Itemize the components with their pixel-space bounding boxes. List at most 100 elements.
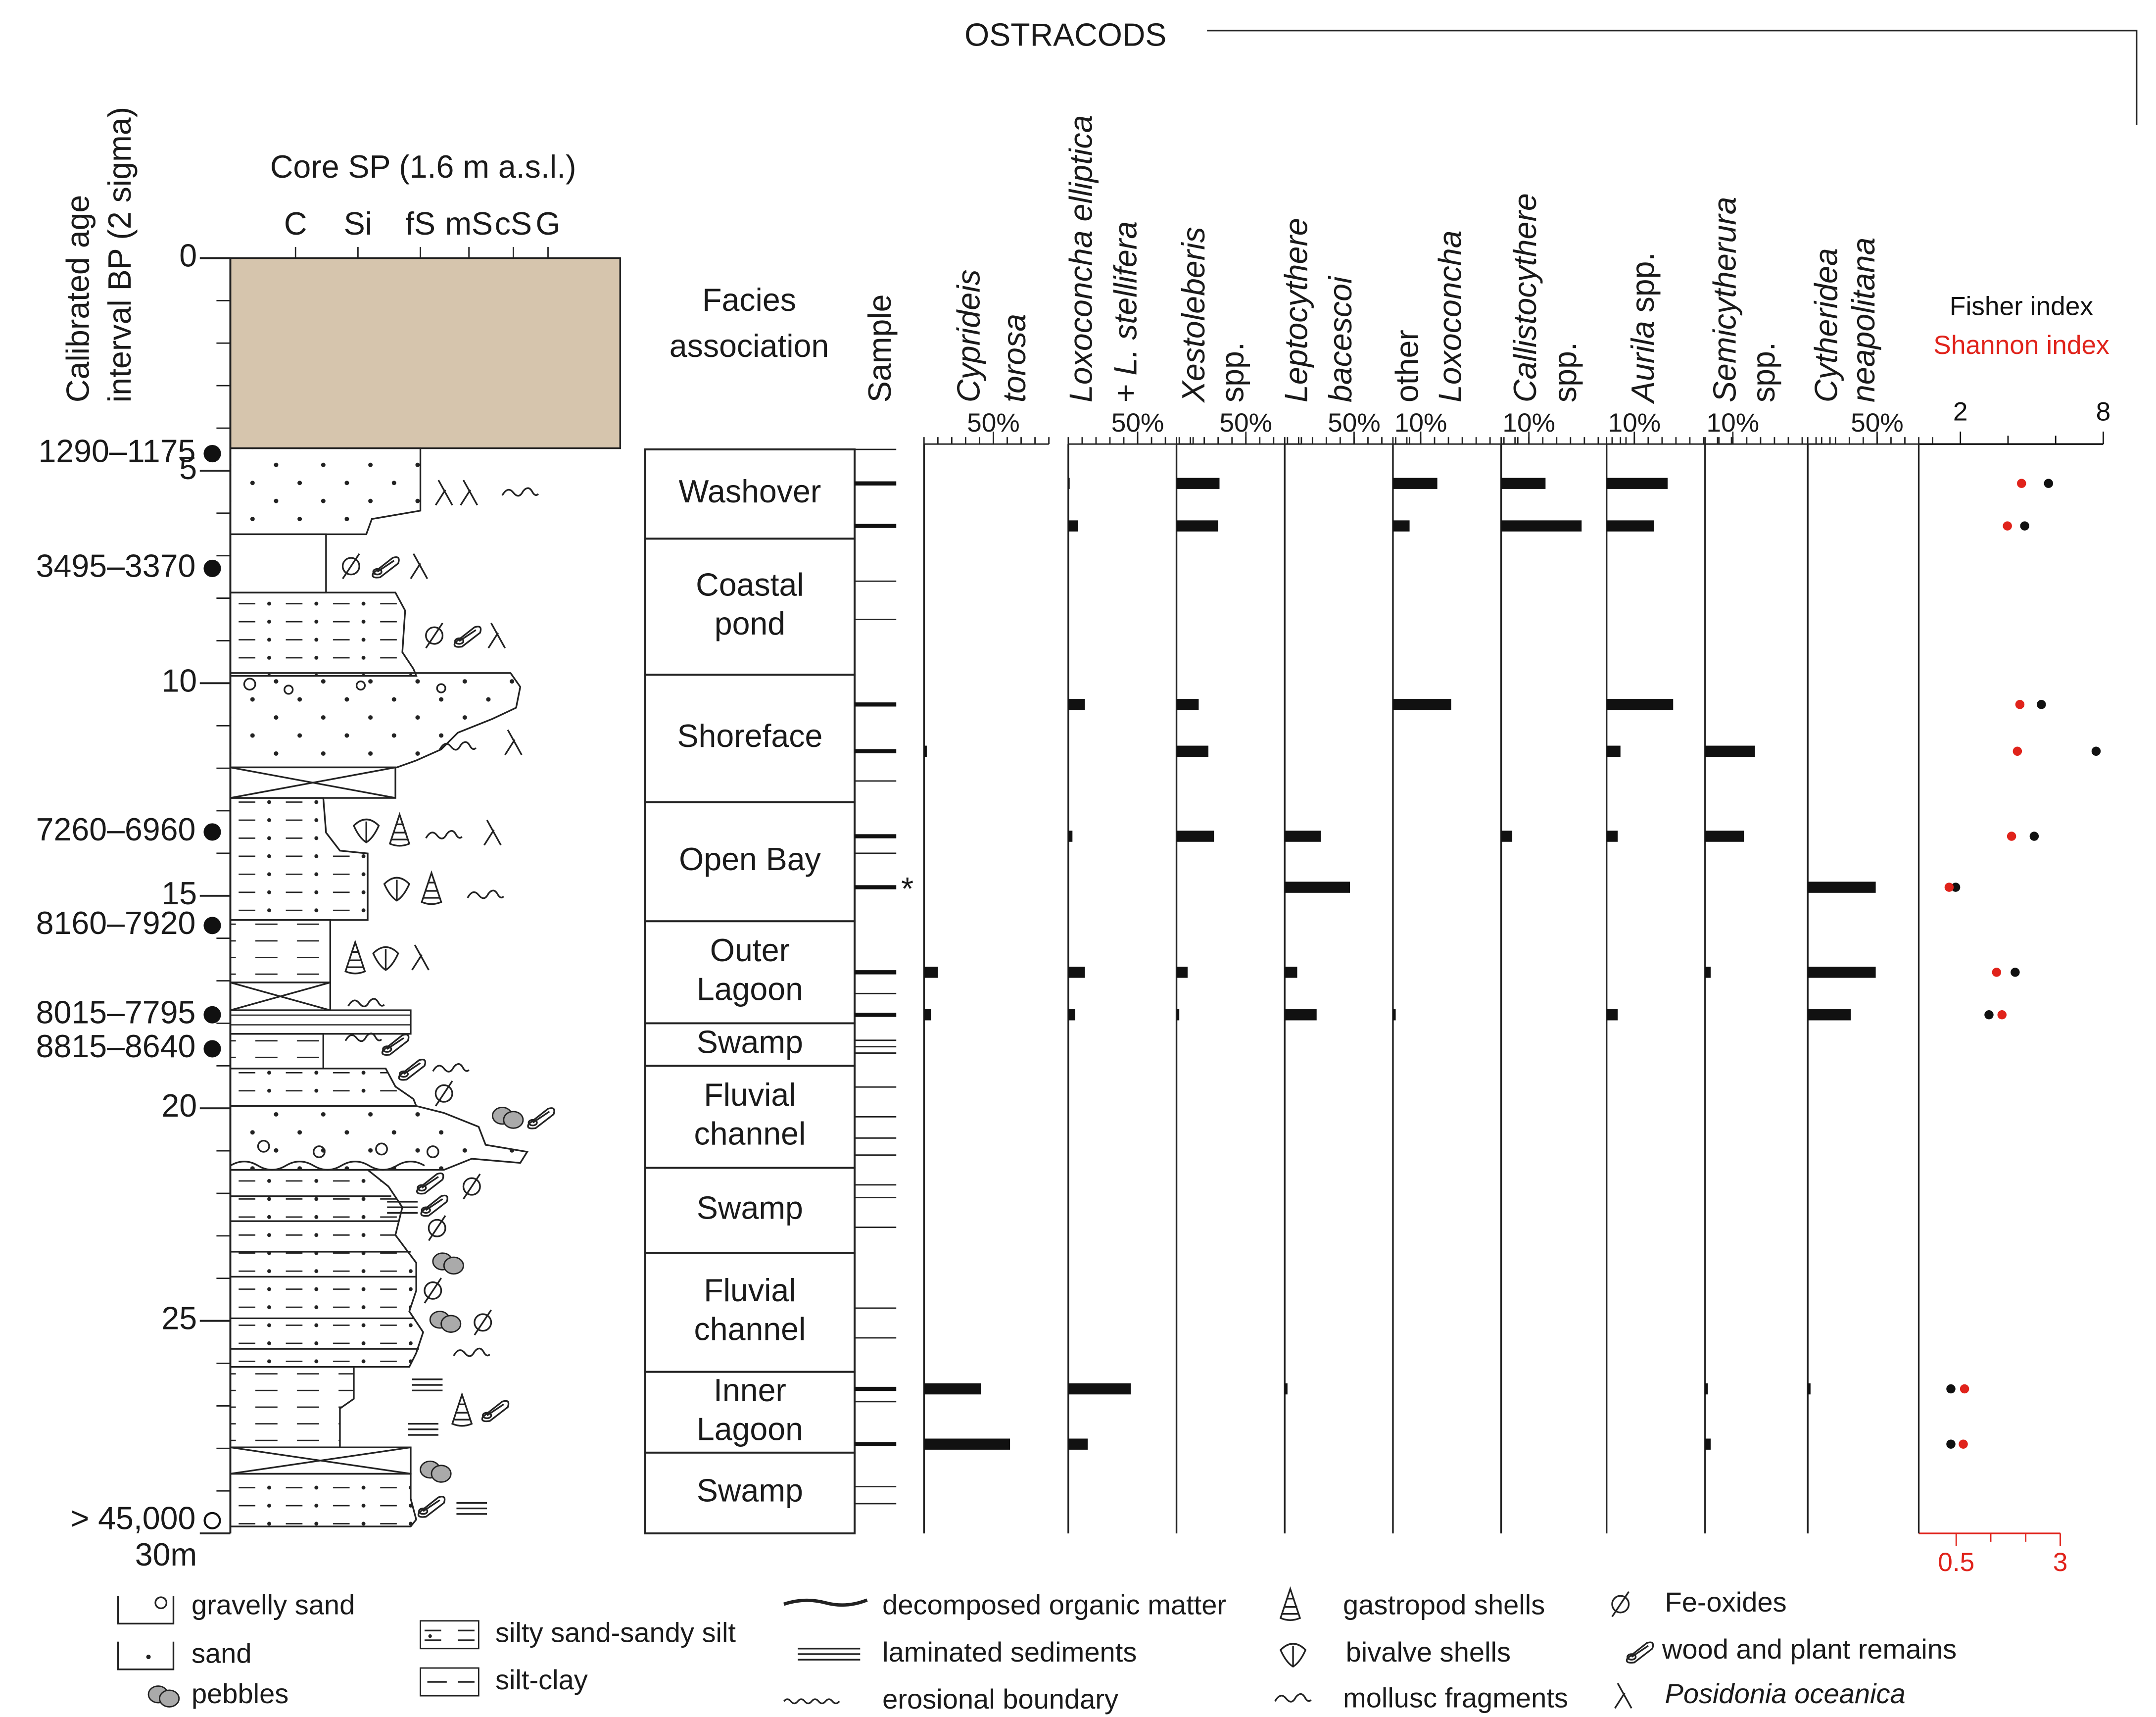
- depth-tick-label: 0: [179, 238, 197, 274]
- index-point: [1946, 1384, 1956, 1394]
- taxon-name: Semicytherura: [1707, 196, 1743, 402]
- index-tick-label: 2: [1953, 397, 1968, 427]
- facies-label: Washover: [679, 474, 821, 509]
- taxon-name: bacescoi: [1323, 276, 1358, 402]
- index-point: [1944, 883, 1954, 892]
- index-tick-label: 3: [2053, 1548, 2068, 1577]
- legend: gravelly sand sand pebbles silty sand-sa…: [192, 1586, 1957, 1715]
- abundance-bar: [1285, 1009, 1317, 1021]
- facies-title: association: [670, 328, 829, 364]
- depth-tick-label: 25: [161, 1301, 197, 1336]
- abundance-bar: [1606, 699, 1674, 710]
- taxon-name-part: other: [1389, 330, 1425, 402]
- taxon-name: Cytheridea: [1808, 248, 1844, 402]
- abundance-bar: [1808, 882, 1876, 893]
- facies-title: Facies: [702, 282, 796, 318]
- facies-unit: [644, 920, 856, 1025]
- abundance-bar: [1705, 967, 1711, 978]
- index-point: [2012, 746, 2022, 756]
- abundance-bar: [1501, 478, 1546, 489]
- taxon-name: spp.: [1214, 342, 1250, 402]
- abundance-bar: [924, 1383, 981, 1395]
- index-tick-label: 0.5: [1938, 1548, 1974, 1577]
- abundance-bar: [1176, 967, 1188, 978]
- abundance-bar: [1285, 882, 1350, 893]
- age-dot: [203, 1040, 221, 1058]
- facies-unit: [644, 674, 856, 803]
- taxon-name: Xestoleberis: [1176, 227, 1211, 403]
- legend-label: gravelly sand: [192, 1589, 355, 1620]
- abundance-bar: [1808, 967, 1876, 978]
- index-tick-label: 8: [2096, 397, 2111, 427]
- facies-unit: [644, 1451, 856, 1535]
- abundance-bar: [1176, 831, 1214, 842]
- facies-label: Lagoon: [697, 972, 803, 1007]
- abundance-bar: [1285, 831, 1321, 842]
- facies-unit: [644, 538, 856, 676]
- facies-unit: [644, 1371, 856, 1454]
- taxon-name-part: Xestoleberis: [1176, 227, 1211, 403]
- legend-label: Fe-oxides: [1665, 1586, 1786, 1618]
- age-dot: [203, 823, 221, 841]
- facies-label: Fluvial: [704, 1273, 796, 1308]
- taxon-name-part: +: [1107, 384, 1143, 402]
- legend-label: erosional boundary: [882, 1683, 1118, 1715]
- index-name: Shannon index: [1933, 331, 2109, 360]
- abundance-bar: [924, 967, 938, 978]
- taxon-scale-label: 50%: [967, 408, 1020, 438]
- index-point: [1951, 883, 1961, 892]
- taxon-name-part: L. stellifera: [1107, 221, 1143, 376]
- legend-label: sand: [192, 1638, 252, 1669]
- abundance-bar: [924, 1009, 931, 1021]
- index-point: [2003, 521, 2012, 531]
- grain-size-label: G: [535, 206, 560, 242]
- age-label: 7260–6960: [36, 812, 196, 847]
- abundance-bar: [1705, 745, 1755, 757]
- abundance-bar: [1501, 520, 1582, 532]
- abundance-bar: [1176, 478, 1220, 489]
- index-point: [1984, 1010, 1994, 1020]
- age-dot: [203, 445, 221, 463]
- abundance-bar: [1285, 967, 1297, 978]
- taxon-name-part: Cyprideis: [951, 269, 987, 402]
- abundance-bar: [1606, 831, 1618, 842]
- age-label: 8160–7920: [36, 905, 196, 941]
- age-dot: [203, 917, 221, 934]
- taxon-name: Aurila spp.: [1625, 252, 1661, 405]
- depth-tick-label: 15: [161, 876, 197, 911]
- taxon-name-part: torosa: [997, 314, 1032, 402]
- taxon-name-part: Callistocythere: [1507, 193, 1543, 402]
- facies-label: Fluvial: [704, 1077, 796, 1113]
- taxon-scale-label: 10%: [1502, 408, 1555, 438]
- abundance-bar: [1705, 1438, 1711, 1450]
- abundance-bar: [1176, 745, 1209, 757]
- taxon-scale-label: 50%: [1111, 408, 1164, 438]
- grain-size-label: mS: [445, 206, 493, 242]
- taxon-scale-label: 50%: [1851, 408, 1904, 438]
- taxon-name: torosa: [997, 314, 1032, 402]
- abundance-bar: [1392, 478, 1437, 489]
- index-point: [1997, 1010, 2007, 1020]
- facies-label: channel: [694, 1116, 806, 1152]
- index-point: [1992, 968, 2002, 977]
- legend-label: bivalve shells: [1346, 1636, 1511, 1668]
- abundance-bar: [1176, 520, 1218, 532]
- index-point: [2044, 479, 2054, 488]
- abundance-bar: [1501, 831, 1513, 842]
- age-axis-title: Calibrated age: [60, 195, 96, 402]
- age-dot: [203, 559, 221, 577]
- legend-label: Posidonia oceanica: [1665, 1678, 1905, 1709]
- age-label: 1290–1175: [38, 434, 195, 469]
- abundance-bar: [1392, 699, 1451, 710]
- abundance-bar: [1392, 1009, 1396, 1021]
- index-point: [2020, 521, 2029, 531]
- taxon-name: other: [1389, 330, 1425, 402]
- index-point: [2011, 968, 2020, 977]
- abundance-bar: [1068, 1383, 1131, 1395]
- taxon-name: Leptocythere: [1278, 218, 1314, 402]
- legend-label: gastropod shells: [1343, 1589, 1545, 1620]
- taxon-name-part: Aurila: [1625, 321, 1661, 404]
- legend-label: silty sand-sandy silt: [495, 1617, 736, 1648]
- taxon-scale-label: 10%: [1707, 408, 1760, 438]
- index-point: [2029, 832, 2039, 841]
